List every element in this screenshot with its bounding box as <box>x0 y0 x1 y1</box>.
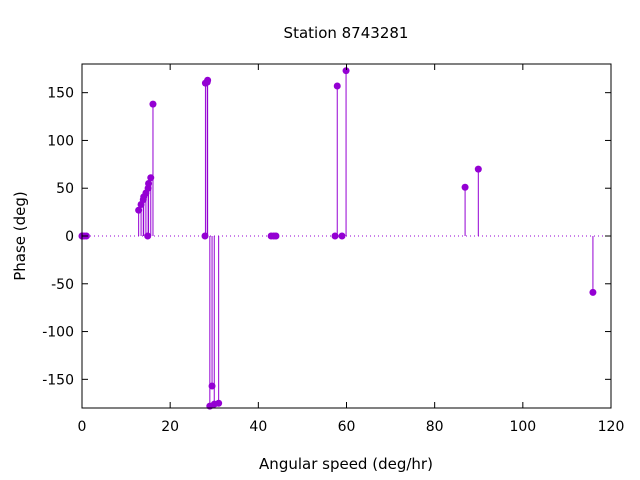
x-tick-label: 60 <box>338 419 356 435</box>
x-axis: 0 20 40 60 80 100 120 <box>78 64 625 435</box>
x-tick-label: 40 <box>249 419 267 435</box>
data-point <box>145 179 153 187</box>
data-point <box>204 76 212 84</box>
data-point <box>474 165 482 173</box>
x-tick-label: 80 <box>426 419 444 435</box>
x-tick-label: 20 <box>161 419 179 435</box>
data-point <box>589 288 597 296</box>
y-tick-label: 50 <box>56 181 74 197</box>
y-tick-label: -100 <box>42 325 74 341</box>
chart-title: Station 8743281 <box>284 24 409 42</box>
data-point <box>272 232 280 240</box>
x-tick-label: 0 <box>78 419 87 435</box>
y-axis: -150 -100 -50 0 50 100 150 <box>42 86 611 388</box>
data-point <box>461 183 469 191</box>
data-point <box>135 206 143 214</box>
data-point <box>208 382 216 390</box>
y-tick-label: 100 <box>47 133 74 149</box>
points-layer <box>78 67 597 410</box>
plot-area <box>78 63 612 410</box>
data-point <box>144 232 152 240</box>
stems-layer <box>138 70 594 407</box>
data-point <box>331 232 339 240</box>
data-point <box>149 100 157 108</box>
y-tick-label: 150 <box>47 86 74 102</box>
x-axis-label: Angular speed (deg/hr) <box>259 455 433 473</box>
x-tick-label: 100 <box>509 419 536 435</box>
data-point <box>147 174 155 182</box>
y-tick-label: -150 <box>42 372 74 388</box>
data-point <box>333 82 341 90</box>
data-point <box>338 232 346 240</box>
data-point <box>342 67 350 75</box>
x-tick-label: 120 <box>598 419 625 435</box>
data-point <box>201 232 209 240</box>
y-tick-label: -50 <box>51 277 74 293</box>
data-point <box>215 399 223 407</box>
y-tick-label: 0 <box>65 229 74 245</box>
y-axis-label: Phase (deg) <box>11 191 29 281</box>
